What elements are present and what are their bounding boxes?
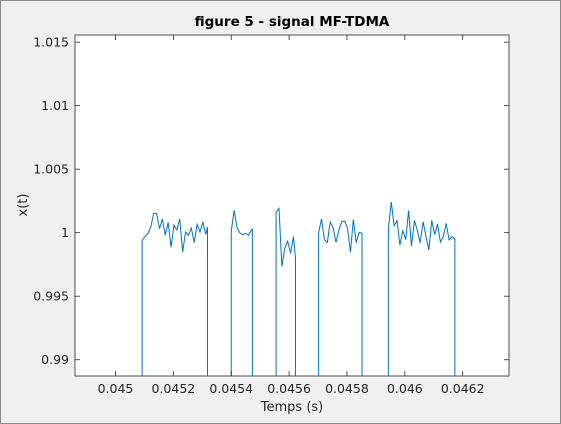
- signal-burst-2: [230, 210, 253, 376]
- chart-title: figure 5 - signal MF-TDMA: [195, 14, 390, 30]
- x-tick-label: 0.0456: [267, 381, 311, 396]
- x-tick-label: 0.0454: [209, 381, 253, 396]
- x-tick-label: 0.0462: [441, 381, 485, 396]
- y-tick-label: 0.99: [41, 352, 69, 367]
- y-tick-label: 1.005: [33, 162, 69, 177]
- y-tick-label: 1: [61, 225, 69, 240]
- signal-burst-3: [275, 206, 296, 376]
- x-tick-label: 0.0452: [151, 381, 195, 396]
- x-tick-label: 0.045: [98, 381, 134, 396]
- x-tick-label: 0.046: [387, 381, 423, 396]
- ticks-layer: 0.045 0.0452 0.0454 0.0456 0.0458 0.046 0.0462…: [33, 35, 509, 396]
- signal-burst-1: [141, 212, 209, 376]
- signal-burst-5: [387, 201, 456, 376]
- y-tick-label: 0.995: [33, 289, 69, 304]
- y-axis-label: x(t): [16, 194, 31, 217]
- signal-burst-4: [318, 218, 363, 376]
- y-tick-label: 1.01: [41, 98, 69, 113]
- x-axis-label: Temps (s): [260, 400, 323, 415]
- series-layer: [141, 201, 456, 376]
- plot-area: [74, 34, 510, 377]
- y-tick-label: 1.015: [33, 35, 69, 50]
- x-tick-label: 0.0458: [325, 381, 369, 396]
